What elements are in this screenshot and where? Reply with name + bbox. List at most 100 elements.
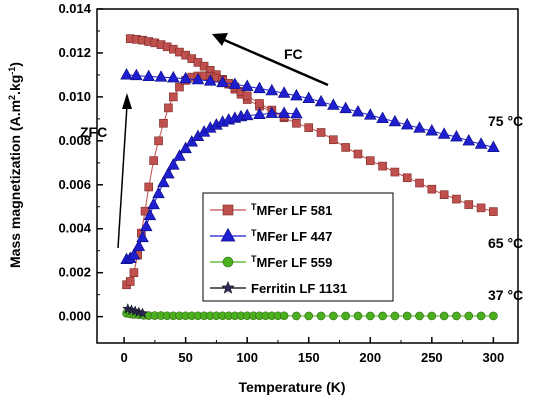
fc-label: FC	[284, 46, 303, 62]
data-point	[169, 92, 178, 102]
y-tick-label: 0.008	[58, 133, 91, 148]
data-point	[152, 186, 165, 199]
data-point	[452, 194, 461, 204]
y-tick-label: 0.000	[58, 309, 91, 324]
data-point	[364, 108, 377, 120]
x-tick-label: 150	[298, 350, 320, 365]
data-point	[353, 311, 363, 321]
data-point	[136, 307, 149, 319]
data-point	[476, 203, 486, 213]
data-point	[341, 311, 350, 321]
y-axis-title-group: Mass magnetization (A.m2.kg-1)	[7, 62, 23, 268]
data-point	[464, 311, 474, 321]
data-point	[302, 91, 315, 103]
data-point	[290, 88, 303, 101]
legend: TMFer LF 581 TMFer LF 447 TMFer LF 559 Ferr…	[202, 192, 394, 302]
data-point	[179, 71, 192, 84]
series-2	[122, 309, 498, 321]
data-point	[304, 311, 314, 321]
data-point	[365, 311, 375, 321]
temp-65-label: 65 °C	[488, 235, 523, 251]
data-point	[390, 167, 400, 177]
fc-arrow	[212, 33, 329, 87]
data-point	[341, 143, 350, 152]
data-point	[339, 101, 352, 114]
data-point	[427, 184, 437, 194]
y-ticks: 0.000 0.002 0.004 0.006 0.008 0.010 0.012 0.014	[58, 1, 103, 324]
data-point	[415, 311, 424, 321]
legend-label: TMFer LF 559	[251, 254, 332, 270]
data-point	[388, 114, 402, 127]
y-axis-title: Mass magnetization (A.m2.kg-1)	[7, 62, 23, 268]
data-point	[290, 106, 303, 119]
data-point	[242, 91, 252, 101]
data-point	[304, 123, 314, 132]
data-point	[314, 94, 328, 107]
data-point	[154, 136, 163, 146]
data-point	[376, 111, 389, 123]
data-point	[415, 178, 424, 188]
data-point	[173, 149, 186, 161]
temp-37-label: 37 °C	[488, 287, 523, 303]
data-point	[464, 200, 474, 209]
data-point	[292, 118, 301, 128]
data-point	[167, 158, 180, 170]
data-point	[143, 208, 157, 221]
data-point	[437, 127, 451, 139]
y-tick-label: 0.002	[58, 265, 91, 280]
data-point	[149, 156, 158, 165]
data-point	[139, 219, 153, 232]
data-point	[413, 121, 426, 133]
x-axis-title: Temperature (K)	[238, 379, 345, 395]
x-ticks: 0 50 100 150 200 250 300	[120, 337, 504, 365]
legend-label: TMFer LF 447	[251, 228, 332, 244]
data-point	[236, 87, 246, 96]
data-point	[144, 182, 154, 192]
data-point	[279, 311, 289, 321]
data-point	[292, 311, 301, 321]
data-point	[179, 141, 192, 154]
data-point	[476, 311, 486, 321]
series-3	[122, 303, 149, 319]
data-point	[253, 81, 266, 94]
data-point	[167, 70, 180, 83]
data-point	[203, 74, 217, 86]
data-point	[191, 72, 205, 85]
plot-frame	[96, 8, 519, 344]
data-point	[489, 207, 498, 216]
data-point	[378, 311, 387, 321]
data-point	[253, 107, 266, 120]
data-point	[164, 103, 173, 113]
data-point	[425, 124, 439, 136]
data-point	[130, 68, 143, 81]
data-point	[277, 86, 291, 98]
data-point	[159, 118, 168, 128]
data-point	[277, 106, 291, 118]
data-point	[147, 197, 160, 210]
legend-marker	[222, 204, 234, 216]
y-tick-label: 0.010	[58, 89, 91, 104]
data-point	[329, 311, 338, 321]
data-point	[255, 99, 264, 108]
data-point	[489, 311, 498, 321]
data-point	[316, 128, 326, 137]
data-point	[162, 166, 175, 179]
y-tick-label: 0.006	[58, 177, 91, 192]
x-tick-label: 200	[359, 350, 381, 365]
data-point	[427, 311, 437, 321]
temp-75-label: 75 °C	[488, 113, 523, 129]
legend-box	[202, 192, 394, 302]
data-point	[474, 137, 488, 149]
data-point	[142, 69, 155, 82]
legend-marker	[222, 256, 234, 268]
data-point	[175, 82, 184, 92]
data-point	[240, 108, 254, 121]
data-point	[400, 117, 414, 130]
zfc-label: ZFC	[80, 124, 107, 140]
data-point	[136, 230, 149, 243]
data-point	[125, 277, 135, 286]
data-point	[120, 68, 133, 80]
x-tick-label: 100	[236, 350, 258, 365]
data-point	[154, 70, 168, 82]
y-tick-label: 0.012	[58, 45, 91, 60]
